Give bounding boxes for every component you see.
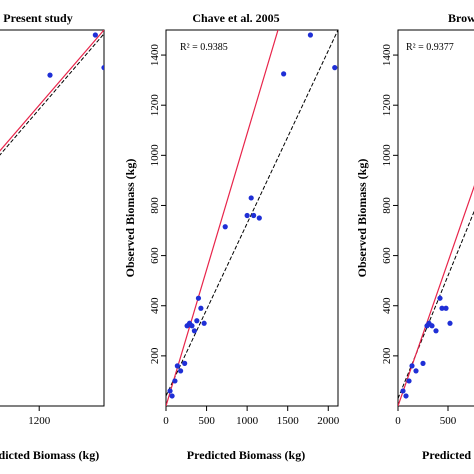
data-point [307, 32, 314, 38]
y-tick-label: 800 [381, 197, 393, 214]
panel-brown: Brown Predicted Observed Biomass (kg) R²… [355, 11, 474, 462]
data-point [182, 360, 188, 366]
data-point [174, 363, 180, 369]
data-point [439, 305, 445, 311]
x-axis-label: Predicted Biomass (kg) [187, 448, 305, 462]
x-axis-label: Predicted [422, 448, 471, 462]
data-point [167, 388, 173, 394]
x-tick-label: 1500 [277, 415, 300, 427]
y-tick-label: 600 [149, 247, 161, 264]
y-axis-label: Observed Biomass (kg) [123, 159, 137, 278]
data-point [195, 295, 202, 301]
data-point [92, 32, 98, 38]
data-point [201, 320, 207, 326]
x-tick-label: 0 [163, 415, 169, 427]
data-point [332, 65, 338, 71]
y-axis-label: Observed Biomass (kg) [355, 159, 369, 278]
data-point [413, 368, 419, 374]
data-point [189, 323, 195, 329]
y-tick-label: 1200 [149, 94, 161, 117]
y-tick-label: 1400 [149, 44, 161, 67]
data-point [409, 363, 415, 369]
x-tick-label: 500 [440, 415, 457, 427]
y-tick-label: 1400 [381, 44, 393, 67]
data-point [403, 393, 409, 399]
data-point [244, 212, 250, 219]
plot-frame [0, 29, 105, 407]
panel-chave-2005: Chave et al. 2005 Predicted Biomass (kg)… [123, 11, 340, 462]
data-point [281, 71, 287, 77]
data-point [172, 378, 178, 384]
chart-title: Chave et al. 2005 [192, 11, 279, 25]
x-tick-label: 0 [395, 415, 401, 427]
chart-title: Present study [3, 11, 72, 25]
panel-present-study: Present study Predicted Biomass (kg) 120… [0, 11, 105, 462]
data-point [443, 305, 449, 311]
data-point [248, 195, 254, 201]
x-tick-label: 1000 [236, 415, 259, 427]
data-point [420, 360, 426, 366]
data-point [169, 393, 175, 399]
fit-line [398, 185, 474, 406]
data-point [437, 295, 443, 301]
reference-line [398, 210, 474, 399]
plot-frame [165, 29, 339, 407]
data-point [222, 224, 228, 230]
data-point [256, 215, 262, 221]
data-point [194, 318, 200, 324]
data-point [191, 328, 197, 334]
r-squared-label: R² = 0.9385 [180, 42, 228, 53]
y-tick-label: 1000 [381, 144, 393, 167]
r-squared-label: R² = 0.9377 [406, 42, 454, 53]
y-tick-label: 600 [381, 247, 393, 264]
data-point [251, 212, 257, 219]
fit-line [166, 30, 279, 406]
y-tick-label: 200 [381, 347, 393, 364]
data-point [447, 320, 453, 326]
x-tick-label: 1200 [28, 415, 51, 427]
fit-line [0, 30, 104, 152]
data-point [406, 378, 412, 384]
x-tick-label: 2000 [317, 415, 340, 427]
data-point [47, 72, 53, 78]
y-tick-label: 1000 [149, 144, 161, 167]
y-tick-label: 200 [149, 347, 161, 364]
x-tick-label: 500 [198, 415, 215, 427]
data-point [433, 328, 439, 334]
x-axis-label: Predicted Biomass (kg) [0, 448, 99, 462]
y-tick-label: 800 [149, 197, 161, 214]
y-tick-label: 1200 [381, 94, 393, 117]
y-tick-label: 400 [381, 297, 393, 314]
chart-title: Brown [448, 11, 474, 25]
reference-line [0, 33, 104, 156]
data-point [198, 305, 204, 311]
reference-line [166, 30, 338, 397]
data-point [429, 323, 435, 329]
data-point [400, 388, 406, 394]
data-point [178, 368, 184, 374]
plot-frame [397, 29, 474, 407]
data-point [101, 65, 104, 71]
y-tick-label: 400 [149, 297, 161, 314]
